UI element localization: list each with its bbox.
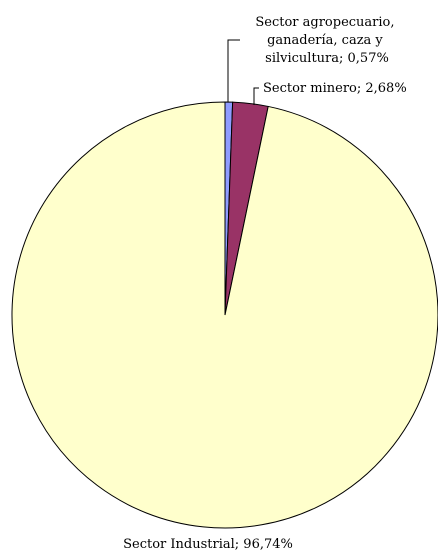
leader-line-minero: [253, 87, 259, 105]
slice-label-agropecuario-line-3: silvicultura; 0,57%: [265, 51, 389, 66]
slice-label-minero-line-1: Sector minero; 2,68%: [263, 81, 407, 96]
pie-slice-industrial: [11, 101, 438, 529]
slice-label-agropecuario: Sector agropecuario, ganadería, caza y s…: [255, 15, 398, 66]
slice-label-agropecuario-line-2: ganadería, caza y: [267, 33, 383, 48]
slice-label-minero: Sector minero; 2,68%: [263, 81, 407, 96]
leader-line-agropecuario: [227, 39, 240, 102]
slice-label-industrial: Sector Industrial; 96,74%: [123, 537, 293, 552]
pie-slices: [11, 101, 438, 529]
slice-label-industrial-line-1: Sector Industrial; 96,74%: [123, 537, 293, 552]
slice-label-agropecuario-line-1: Sector agropecuario,: [255, 15, 394, 30]
